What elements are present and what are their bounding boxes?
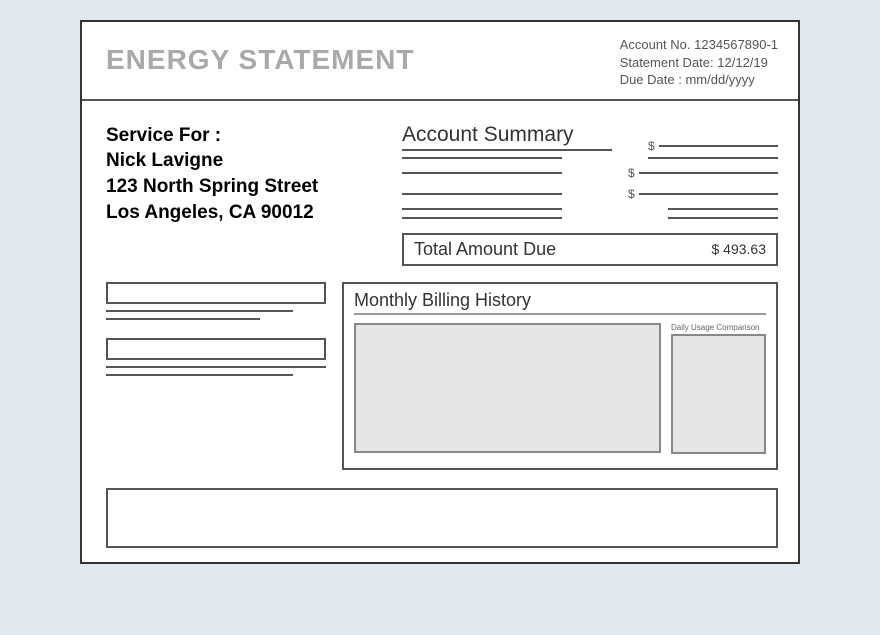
- due-date-row: Due Date : mm/dd/yyyy: [620, 71, 778, 89]
- daily-usage-wrap: Daily Usage Comparison: [671, 323, 766, 454]
- placeholder-line: [639, 172, 778, 174]
- billing-history-box: Monthly Billing History Daily Usage Comp…: [342, 282, 778, 470]
- placeholder-line: [402, 157, 562, 159]
- billing-charts: Daily Usage Comparison: [354, 323, 766, 454]
- customer-street: 123 North Spring Street: [106, 174, 386, 200]
- left-placeholder-blocks: [106, 282, 326, 376]
- account-summary-title: Account Summary: [402, 123, 612, 151]
- total-label: Total Amount Due: [414, 239, 556, 260]
- placeholder-line: [402, 193, 562, 195]
- placeholder-line: [106, 374, 293, 376]
- currency-symbol: $: [628, 166, 635, 180]
- currency-symbol: $: [628, 187, 635, 201]
- daily-chart-placeholder: [671, 334, 766, 454]
- summary-row: [402, 217, 778, 219]
- customer-name: Nick Lavigne: [106, 148, 386, 174]
- placeholder-line: [668, 208, 778, 210]
- total-value: $ 493.63: [712, 241, 767, 257]
- placeholder-line: [402, 172, 562, 174]
- body-top: Service For : Nick Lavigne 123 North Spr…: [82, 101, 798, 276]
- placeholder-line: [648, 157, 778, 159]
- body-mid: Monthly Billing History Daily Usage Comp…: [82, 276, 798, 480]
- placeholder-line: [668, 217, 778, 219]
- service-for-block: Service For : Nick Lavigne 123 North Spr…: [106, 123, 386, 266]
- placeholder-line: [639, 193, 778, 195]
- placeholder-line: [106, 366, 326, 368]
- summary-row: [402, 208, 778, 210]
- account-no-row: Account No. 1234567890-1: [620, 36, 778, 54]
- daily-usage-label: Daily Usage Comparison: [671, 323, 766, 332]
- placeholder-field: [106, 338, 326, 360]
- currency-symbol: $: [648, 139, 655, 153]
- account-summary-block: Account Summary $ $: [402, 123, 778, 266]
- summary-row: $: [402, 187, 778, 201]
- header: ENERGY STATEMENT Account No. 1234567890-…: [82, 22, 798, 101]
- billing-history-title: Monthly Billing History: [354, 290, 766, 315]
- summary-row: $: [402, 166, 778, 180]
- total-amount-due-box: Total Amount Due $ 493.63: [402, 233, 778, 266]
- service-for-label: Service For :: [106, 123, 386, 149]
- statement-title: ENERGY STATEMENT: [106, 44, 414, 76]
- placeholder-field: [106, 282, 326, 304]
- bottom-placeholder-box: [106, 488, 778, 548]
- placeholder-line: [106, 318, 260, 320]
- customer-city: Los Angeles, CA 90012: [106, 200, 386, 226]
- statement-date-row: Statement Date: 12/12/19: [620, 54, 778, 72]
- placeholder-line: [402, 217, 562, 219]
- placeholder-line: [659, 145, 778, 147]
- summary-row: [402, 157, 778, 159]
- energy-statement-sheet: ENERGY STATEMENT Account No. 1234567890-…: [80, 20, 800, 564]
- placeholder-line: [402, 208, 562, 210]
- account-meta: Account No. 1234567890-1 Statement Date:…: [620, 36, 778, 89]
- placeholder-line: [106, 310, 293, 312]
- monthly-chart-placeholder: [354, 323, 661, 453]
- summary-rows: $ $: [402, 157, 778, 219]
